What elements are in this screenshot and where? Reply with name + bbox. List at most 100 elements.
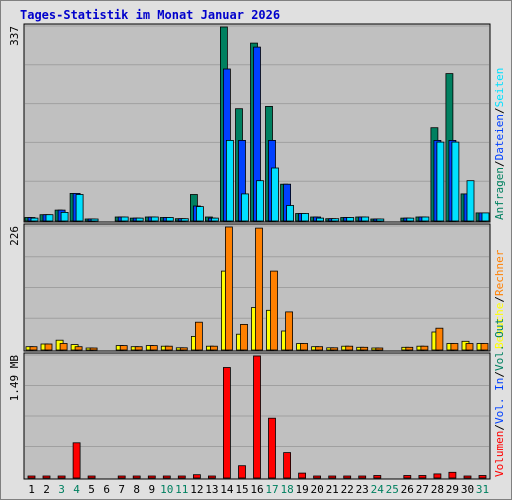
bar-seiten-day-29 — [451, 141, 460, 222]
x-tick-label-day-7: 7 — [118, 483, 125, 496]
bar-seiten-day-31 — [481, 212, 490, 222]
bar-volumen-day-23 — [358, 475, 367, 479]
panel-hits-ymax-label: 337 — [8, 26, 21, 46]
bar-seiten-day-16 — [256, 180, 264, 222]
bar-seiten-day-22 — [346, 217, 355, 222]
panel-visits-ymax-label: 226 — [8, 226, 21, 246]
bar-seiten-day-21 — [331, 218, 340, 222]
bar-volumen-day-24 — [373, 475, 382, 479]
bar-rechner-day-23 — [360, 346, 369, 351]
x-tick-label-day-21: 21 — [326, 483, 339, 496]
bar-rechner-day-5 — [89, 347, 98, 351]
panel-volume-ymax-label: 1.49 MB — [8, 355, 21, 402]
bar-volumen-day-4 — [72, 442, 81, 479]
bar-seiten-day-26 — [406, 217, 415, 222]
bar-rechner-day-13 — [209, 345, 218, 351]
bar-rechner-day-20 — [315, 346, 324, 351]
x-tick-label-day-27: 27 — [416, 483, 429, 496]
x-tick-label-day-13: 13 — [205, 483, 218, 496]
legend-entry: Anfragen — [493, 167, 506, 220]
x-tick-label-day-22: 22 — [341, 483, 354, 496]
bar-seiten-day-1 — [30, 217, 39, 222]
x-tick-label-day-20: 20 — [310, 483, 323, 496]
series-volumen — [27, 355, 487, 479]
bar-rechner-day-8 — [134, 346, 143, 351]
bar-seiten-day-3 — [60, 211, 69, 222]
x-tick-label-day-15: 15 — [235, 483, 248, 496]
bar-volumen-day-31 — [478, 475, 487, 479]
bar-volumen-day-29 — [448, 471, 457, 479]
bar-volumen-day-5 — [87, 475, 96, 479]
bar-seiten-day-8 — [135, 217, 144, 222]
legend-entry: / — [493, 424, 506, 431]
legend-entry: Dateien — [493, 114, 506, 160]
x-tick-label-day-24: 24 — [371, 483, 385, 496]
bar-seiten-day-13 — [210, 217, 219, 222]
x-tick-label-day-29: 29 — [446, 483, 459, 496]
bar-seiten-day-5 — [90, 218, 99, 222]
bar-rechner-day-14 — [224, 226, 233, 351]
bar-volumen-day-20 — [313, 475, 322, 479]
bar-rechner-day-10 — [164, 345, 173, 351]
x-tick-label-day-25: 25 — [386, 483, 399, 496]
bar-seiten-day-19 — [301, 213, 310, 222]
bar-seiten-day-15 — [241, 193, 249, 222]
chart-title: Tages-Statistik im Monat Januar 2026 — [20, 8, 280, 22]
bar-volumen-day-1 — [27, 475, 36, 479]
x-tick-label-day-4: 4 — [73, 483, 80, 496]
legend-entry: Vol. Out — [493, 318, 506, 371]
x-tick-label-day-2: 2 — [43, 483, 50, 496]
x-tick-label-day-11: 11 — [175, 483, 188, 496]
bar-rechner-day-21 — [330, 347, 339, 351]
x-axis-day-labels: 1 2 3 4 5 6 7 8 9 10 11 12 13 14 15 16 17 18 19 20 21 22 23 24 2… — [28, 483, 489, 496]
bar-rechner-day-22 — [345, 345, 354, 351]
x-tick-label-day-28: 28 — [431, 483, 444, 496]
bar-volumen-day-28 — [433, 473, 442, 479]
bar-rechner-day-28 — [435, 327, 444, 351]
x-tick-label-day-12: 12 — [190, 483, 203, 496]
x-tick-label-day-3: 3 — [58, 483, 65, 496]
legend-entry: Besuche — [493, 303, 506, 349]
bar-volumen-day-2 — [42, 475, 51, 479]
bar-seiten-day-12 — [195, 206, 204, 222]
x-tick-label-day-23: 23 — [356, 483, 369, 496]
x-tick-label-day-16: 16 — [250, 483, 263, 496]
bar-rechner-day-3 — [59, 343, 68, 351]
x-tick-label-day-18: 18 — [280, 483, 293, 496]
bar-seiten-day-10 — [165, 217, 174, 222]
bar-volumen-day-9 — [147, 475, 156, 479]
legend-entry: Seiten — [493, 68, 506, 108]
bar-seiten-day-28 — [436, 141, 445, 222]
bar-volumen-day-27 — [418, 475, 427, 479]
x-tick-label-day-17: 17 — [265, 483, 278, 496]
legend-entry: / — [493, 371, 506, 378]
bar-rechner-day-27 — [420, 345, 429, 351]
bar-volumen-day-15 — [238, 465, 246, 479]
bar-seiten-day-18 — [286, 205, 295, 222]
panel-volume-legend: Volumen/Vol. In/Vol. Out — [493, 318, 506, 477]
bar-rechner-day-4 — [74, 346, 83, 351]
bar-volumen-day-14 — [222, 367, 231, 479]
bar-volumen-day-30 — [463, 475, 472, 479]
x-tick-label-day-30: 30 — [461, 483, 474, 496]
panel-visits-legend: Besuche/Rechner — [493, 249, 506, 349]
bar-seiten-day-30 — [466, 180, 475, 222]
chart-panels: 337Anfragen/Dateien/Seiten226Besuche/Rec… — [8, 23, 506, 480]
legend-entry: / — [493, 107, 506, 114]
panel-visits: 226 Besuche/Rechner — [8, 223, 506, 352]
bar-seiten-day-9 — [150, 216, 159, 222]
x-tick-label-day-1: 1 — [28, 483, 35, 496]
bar-volumen-day-22 — [343, 475, 352, 479]
bar-rechner-day-2 — [44, 343, 53, 351]
bar-rechner-day-26 — [405, 346, 414, 351]
bar-volumen-day-26 — [403, 475, 412, 479]
x-tick-label-day-5: 5 — [88, 483, 95, 496]
panel-volume: 1.49 MB Volumen/Vol. In/Vol. Out — [8, 318, 506, 480]
bar-rechner-day-9 — [149, 345, 158, 351]
bar-seiten-day-20 — [316, 217, 325, 222]
bar-volumen-day-17 — [268, 417, 276, 479]
x-tick-label-day-14: 14 — [220, 483, 234, 496]
bar-rechner-day-19 — [300, 343, 309, 351]
bar-seiten-day-7 — [120, 216, 129, 222]
